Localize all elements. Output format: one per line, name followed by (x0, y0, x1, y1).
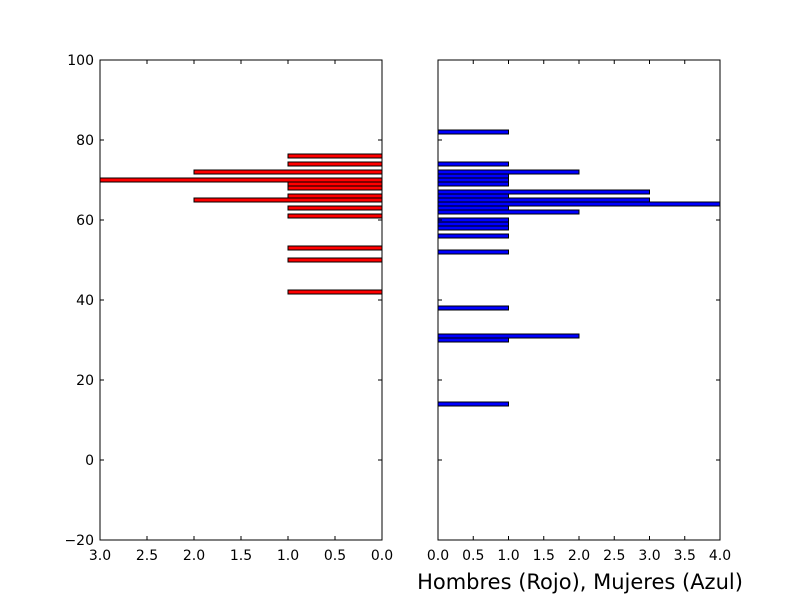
x-tick-label: 2.0 (568, 548, 590, 564)
x-tick-label: 2.5 (603, 548, 625, 564)
bar (287, 245, 383, 251)
bar (193, 197, 383, 203)
left-panel-hombres: 3.0 2.5 2.0 1.5 1.0 0.5 0.0 −20 0 20 40 60 80 100 (64, 53, 393, 564)
y-tick-label: 80 (76, 133, 94, 149)
x-tick-label: 2.5 (136, 548, 158, 564)
bar (437, 129, 509, 135)
bar (287, 193, 383, 199)
y-tick-label: 100 (67, 53, 94, 69)
bar (437, 205, 509, 211)
x-tick-label: 1.0 (277, 548, 299, 564)
x-tick-label: 0.0 (371, 548, 393, 564)
x-tick-label: 3.0 (89, 548, 111, 564)
x-tick-label: 0.5 (462, 548, 484, 564)
bar (437, 173, 509, 179)
bar (287, 257, 383, 263)
bar (437, 161, 509, 167)
bar (99, 177, 383, 183)
x-tick-label: 3.0 (638, 548, 660, 564)
bar (437, 209, 580, 215)
bar (437, 333, 580, 339)
x-tick-label: 1.0 (497, 548, 519, 564)
bar (437, 201, 721, 207)
bar (287, 289, 383, 295)
x-tick-label: 2.0 (183, 548, 205, 564)
y-tick-label: 40 (76, 293, 94, 309)
bar (437, 193, 509, 199)
bar (287, 161, 383, 167)
bar (287, 205, 383, 211)
bar (437, 337, 509, 343)
bar (437, 233, 509, 239)
bar (287, 181, 383, 187)
x-axis-title: Hombres (Rojo), Mujeres (Azul) (417, 570, 743, 594)
bar (437, 401, 509, 407)
y-tick-label: −20 (64, 533, 94, 549)
bar (437, 221, 509, 227)
x-tick-label: 1.5 (533, 548, 555, 564)
x-tick-label: 3.5 (674, 548, 696, 564)
bar (287, 185, 383, 191)
x-tick-label: 0.0 (427, 548, 449, 564)
bar (437, 189, 650, 195)
bar (437, 197, 650, 203)
x-tick-label: 1.5 (230, 548, 252, 564)
bar (437, 225, 509, 231)
bar (437, 169, 580, 175)
y-tick-label: 20 (76, 373, 94, 389)
plot-frame (99, 59, 383, 541)
y-tick-label: 0 (85, 453, 94, 469)
bar (437, 217, 509, 223)
bar (437, 249, 509, 255)
bar (437, 177, 509, 183)
bar (437, 181, 509, 187)
x-tick-label: 0.5 (324, 548, 346, 564)
bar (287, 213, 383, 219)
x-tick-label: 4.0 (709, 548, 731, 564)
y-tick-label: 60 (76, 213, 94, 229)
bar (437, 305, 509, 311)
bar (287, 153, 383, 159)
bar (193, 169, 383, 175)
right-panel-mujeres: 0.0 0.5 1.0 1.5 2.0 2.5 3.0 3.5 4.0 (427, 59, 731, 564)
